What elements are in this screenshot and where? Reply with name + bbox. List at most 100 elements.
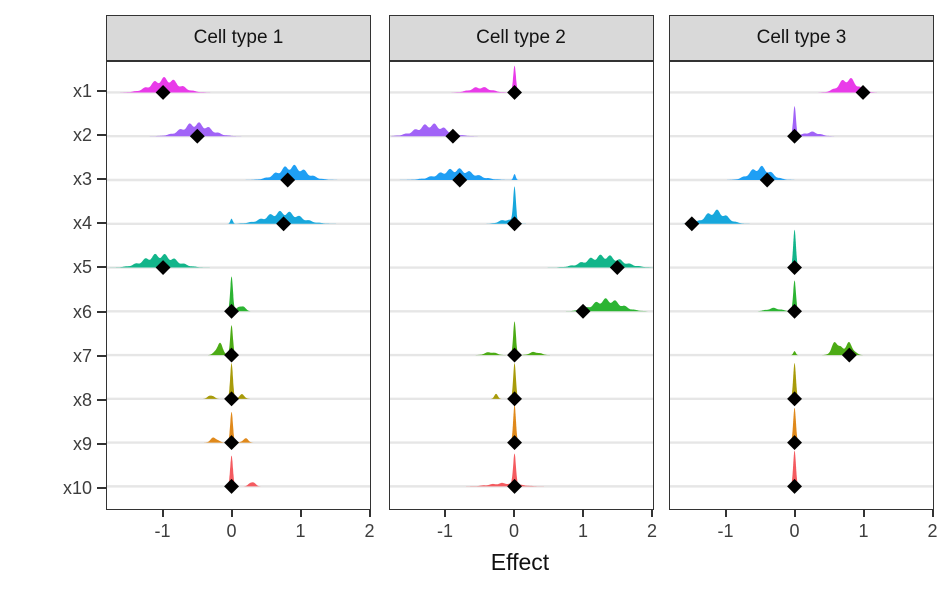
density-curve-x5: [788, 229, 801, 268]
y-tick: [97, 398, 106, 401]
x-tick: [513, 510, 515, 517]
point-estimate-diamond-x8: [224, 391, 239, 407]
point-estimate-diamond-x2: [444, 128, 460, 144]
y-tick-label-x7: x7: [72, 345, 92, 366]
x-tick: [368, 510, 371, 517]
density-curve-x10: [443, 453, 565, 487]
y-tick-label-x9: x9: [72, 433, 92, 454]
point-estimate-diamond-x3: [280, 172, 296, 188]
point-estimate-diamond-x10: [224, 478, 239, 494]
facet-panel-2: [388, 61, 654, 510]
point-estimate-diamond-x6: [224, 303, 239, 319]
y-tick: [97, 222, 106, 225]
facet-panel-3: [669, 61, 934, 510]
x-tick: [299, 510, 302, 517]
x-tick-label: -1: [436, 521, 454, 541]
y-tick: [97, 266, 106, 269]
density-curve-x7: [467, 321, 558, 356]
density-curve-x9: [199, 411, 258, 443]
facet-strip-1: Cell type 1: [106, 15, 371, 61]
y-tick: [97, 134, 106, 137]
y-tick-label-x3: x3: [72, 169, 92, 190]
point-estimate-diamond-x7: [506, 347, 522, 363]
density-curve-x3: [390, 168, 532, 181]
density-curve-x5: [527, 254, 653, 268]
point-estimate-diamond-x2: [189, 128, 205, 144]
x-tick-label: 0: [226, 521, 237, 541]
density-curve-x6: [225, 276, 257, 312]
x-tick: [724, 510, 727, 517]
x-tick-label: 0: [508, 521, 520, 541]
density-curve-x2: [390, 123, 494, 137]
x-tick-label: 1: [577, 521, 589, 541]
density-curve-x4: [475, 186, 536, 224]
y-tick-label-x8: x8: [72, 389, 92, 410]
x-tick: [161, 510, 164, 517]
y-tick-label-x1: x1: [72, 81, 92, 101]
density-curve-x6: [546, 298, 653, 312]
y-tick-label-x5: x5: [72, 257, 92, 278]
x-tick-label: 2: [927, 521, 938, 541]
point-estimate-diamond-x1: [506, 85, 522, 100]
y-tick: [97, 310, 106, 313]
x-tick: [582, 510, 584, 517]
density-curve-x2: [778, 106, 845, 137]
point-estimate-diamond-x7: [224, 347, 239, 363]
point-estimate-diamond-x8: [506, 391, 522, 407]
density-curve-x3: [715, 165, 806, 181]
x-tick-label: 1: [295, 521, 306, 541]
x-tick: [230, 510, 233, 517]
facet-strip-3: Cell type 3: [669, 15, 934, 61]
point-estimate-diamond-x8: [787, 391, 802, 407]
x-tick: [651, 510, 653, 517]
panel-plot-area: [107, 77, 370, 494]
density-curve-x1: [437, 65, 522, 93]
point-estimate-diamond-x4: [684, 216, 700, 232]
y-tick: [97, 486, 106, 489]
y-tick: [97, 442, 106, 445]
y-tick: [97, 90, 106, 92]
point-estimate-diamond-x6: [787, 303, 802, 319]
y-tick: [97, 178, 106, 181]
panel-plot-area: [389, 65, 653, 494]
density-curve-x3: [231, 164, 353, 181]
x-tick-label: 0: [789, 521, 800, 541]
point-estimate-diamond-x9: [787, 435, 802, 451]
y-tick-label-x10: x10: [62, 477, 92, 498]
facet-label: Cell type 3: [756, 27, 847, 48]
y-tick-label-x4: x4: [72, 213, 92, 234]
x-tick-label: 1: [858, 521, 869, 541]
x-tick-label: -1: [717, 521, 734, 541]
panel-plot-area: [670, 78, 933, 494]
density-curve-x2: [135, 122, 257, 137]
density-curve-x8: [199, 363, 254, 399]
point-estimate-diamond-x6: [575, 303, 590, 319]
x-tick-label: 2: [364, 521, 375, 541]
density-curve-x9: [788, 407, 801, 443]
facet-strip-2: Cell type 2: [388, 15, 654, 61]
facet-panel-1: [106, 61, 371, 510]
density-curve-x7: [789, 341, 868, 356]
density-curve-x8: [488, 363, 521, 399]
density-curve-x1: [108, 77, 226, 93]
point-estimate-diamond-x10: [506, 478, 522, 494]
point-estimate-diamond-x10: [787, 478, 802, 494]
x-tick: [862, 510, 865, 517]
facet-label: Cell type 2: [476, 27, 566, 48]
point-estimate-diamond-x4: [506, 216, 522, 232]
density-curve-x1: [808, 78, 888, 93]
x-tick: [793, 510, 796, 517]
point-estimate-diamond-x9: [506, 435, 522, 451]
point-estimate-diamond-x3: [759, 172, 775, 188]
facet-label: Cell type 1: [193, 27, 284, 48]
density-curve-x4: [671, 209, 762, 224]
y-tick-label-x6: x6: [72, 301, 92, 322]
point-estimate-diamond-x9: [224, 435, 239, 451]
density-curve-x10: [788, 450, 801, 487]
x-axis-title: Effect: [490, 549, 550, 575]
density-curve-x9: [507, 404, 521, 443]
density-curve-x5: [108, 253, 228, 268]
x-tick: [444, 510, 446, 517]
y-tick: [97, 354, 106, 357]
